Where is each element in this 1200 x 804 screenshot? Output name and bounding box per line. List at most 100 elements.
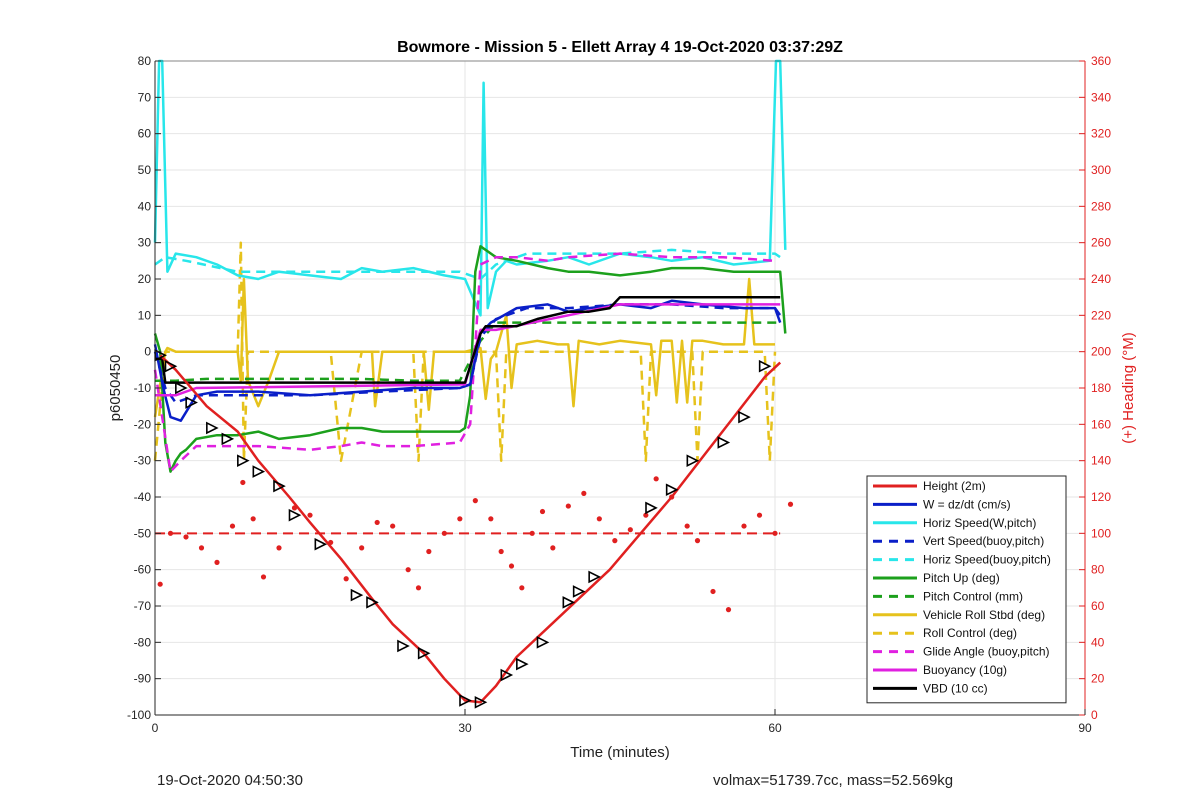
heading-point <box>581 490 587 496</box>
heading-point <box>405 567 411 573</box>
heading-point <box>229 523 236 529</box>
heading-point <box>508 563 515 569</box>
heading-point <box>343 576 349 582</box>
heading-point <box>550 545 556 551</box>
legend-label-5: Horiz Speed(buoy,pitch) <box>923 553 1051 567</box>
heading-point <box>240 479 246 486</box>
legend-label-4: Vert Speed(buoy,pitch) <box>923 534 1044 548</box>
heading-point <box>643 512 649 518</box>
y-right-tick-label: 140 <box>1091 454 1111 468</box>
heading-point <box>250 516 256 522</box>
y-right-tick-label: 200 <box>1091 345 1111 359</box>
legend-label-8: Vehicle Roll Stbd (deg) <box>923 608 1045 622</box>
y-tick-label: -30 <box>134 454 152 468</box>
x-tick-label: 30 <box>458 721 472 735</box>
legend: Height (2m) W = dz/dt (cm/s) Horiz Speed(W… <box>866 475 1067 704</box>
y-right-tick-label: 120 <box>1091 490 1111 504</box>
footer-volmax-mass: volmax=51739.7cc, mass=52.569kg <box>713 772 954 789</box>
y-right-tick-label: 320 <box>1091 127 1111 141</box>
triangle-marker <box>562 596 576 609</box>
triangle-marker <box>206 421 219 435</box>
legend-box <box>866 475 1067 704</box>
series-line-6 <box>153 245 787 473</box>
legend-label-7: Pitch Control (mm) <box>923 589 1023 603</box>
y-tick-label: -50 <box>134 526 152 540</box>
triangle-marker <box>717 436 731 449</box>
heading-point <box>498 548 504 555</box>
y-right-tick-label: 160 <box>1091 417 1111 431</box>
y-tick-label: -20 <box>134 417 152 431</box>
heading-point <box>519 585 525 591</box>
triangle-marker <box>314 537 328 551</box>
heading-point <box>725 607 732 613</box>
x-tick-label: 60 <box>768 721 782 735</box>
series-line-3 <box>153 59 787 317</box>
series-line-11 <box>155 303 781 397</box>
heading-point <box>167 530 174 536</box>
y-right-tick-label: 100 <box>1091 526 1111 540</box>
heading-point <box>276 545 282 551</box>
triangle-marker <box>397 639 410 653</box>
legend-label-1: Height (2m) <box>923 479 986 493</box>
heading-point <box>183 534 189 540</box>
y-tick-label: -90 <box>134 672 152 686</box>
triangle-marker <box>459 694 472 707</box>
triangle-marker <box>516 657 529 671</box>
triangle-marker <box>252 465 266 478</box>
legend-label-6: Pitch Up (deg) <box>923 571 1000 585</box>
y-right-tick-label: 40 <box>1091 635 1105 649</box>
heading-point <box>426 548 432 555</box>
triangle-marker <box>221 432 235 446</box>
y-tick-label: 80 <box>138 54 152 68</box>
y-right-tick-label: 340 <box>1091 90 1111 104</box>
triangle-marker <box>572 585 586 598</box>
heading-point <box>457 516 463 522</box>
y-right-tick-label: 20 <box>1091 672 1105 686</box>
heading-point <box>653 476 659 482</box>
heading-point <box>157 581 163 587</box>
series-line-9 <box>153 241 777 462</box>
triangle-marker <box>738 410 751 424</box>
heading-point <box>374 519 380 526</box>
y-right-tick-label: 240 <box>1091 272 1111 286</box>
triangle-marker <box>288 508 302 522</box>
heading-point <box>596 516 602 522</box>
y-tick-label: 70 <box>138 90 152 104</box>
triangle-marker <box>185 396 198 409</box>
y-right-tick-label: 0 <box>1091 708 1098 722</box>
heading-point <box>328 539 334 546</box>
heading-point <box>441 530 447 536</box>
heading-point <box>472 498 478 504</box>
heading-point <box>710 588 716 595</box>
y-tick-label: 10 <box>138 308 152 322</box>
y-right-tick-label: 260 <box>1091 236 1111 250</box>
x-tick-label: 0 <box>152 721 159 735</box>
x-axis-label: Time (minutes) <box>570 744 669 761</box>
legend-label-9: Roll Control (deg) <box>923 626 1017 640</box>
y-tick-label: -40 <box>134 490 152 504</box>
y-tick-label: 0 <box>144 345 151 359</box>
triangle-marker <box>273 479 286 493</box>
y-tick-label: -70 <box>134 599 152 613</box>
series-layer <box>153 59 794 709</box>
heading-point <box>529 530 535 536</box>
footer-timestamp: 19-Oct-2020 04:50:30 <box>157 772 303 789</box>
series-line-12 <box>155 295 781 384</box>
heading-point <box>772 530 778 536</box>
heading-point <box>291 505 298 511</box>
heading-point <box>198 545 205 551</box>
y-right-tick-label: 80 <box>1091 563 1105 577</box>
heading-point <box>307 512 313 518</box>
heading-point <box>787 501 794 507</box>
legend-label-12: VBD (10 cc) <box>923 681 988 695</box>
heading-point <box>669 494 675 500</box>
triangle-marker <box>500 668 514 682</box>
heading-point <box>359 545 365 551</box>
chart-title: Bowmore - Mission 5 - Ellett Array 4 19-… <box>397 39 843 56</box>
triangle-marker <box>686 454 700 467</box>
y-tick-label: 20 <box>138 272 152 286</box>
heading-point <box>539 508 546 515</box>
heading-point <box>565 503 571 509</box>
heading-point <box>627 527 633 533</box>
triangle-marker <box>665 483 679 497</box>
